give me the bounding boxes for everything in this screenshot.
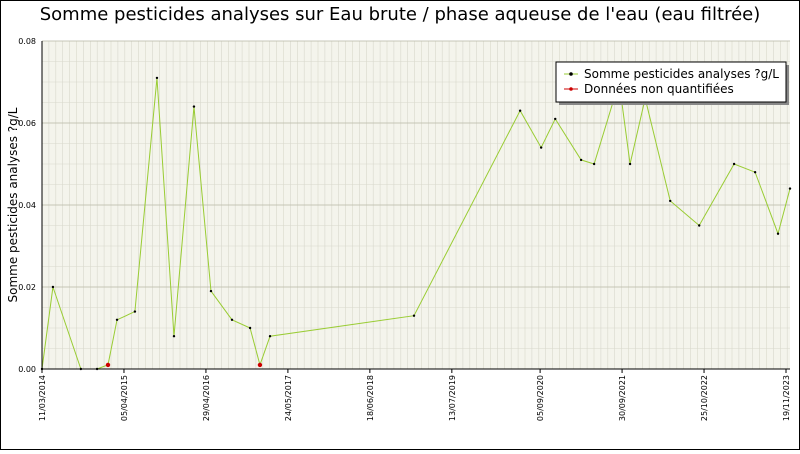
series-line bbox=[41, 77, 791, 370]
data-point bbox=[230, 318, 234, 321]
plot-background bbox=[41, 40, 790, 370]
x-tick-label: 19/11/2023 bbox=[782, 375, 791, 421]
x-tick-label: 05/04/2015 bbox=[120, 375, 129, 421]
chart-title: Somme pesticides analyses sur Eau brute … bbox=[40, 4, 761, 25]
y-tick-label: 0.04 bbox=[18, 201, 36, 210]
data-point bbox=[105, 362, 111, 368]
data-point bbox=[776, 232, 780, 235]
data-point bbox=[518, 109, 522, 112]
legend bbox=[555, 61, 787, 103]
data-point bbox=[732, 162, 736, 166]
data-point bbox=[248, 326, 252, 330]
x-tick-label: 13/07/2019 bbox=[448, 375, 457, 421]
x-tick-label: 18/06/2018 bbox=[366, 375, 375, 421]
legend-label: Somme pesticides analyses ?g/L bbox=[584, 67, 779, 81]
data-point bbox=[172, 335, 176, 338]
data-point bbox=[209, 289, 213, 293]
data-point bbox=[133, 310, 137, 313]
data-point bbox=[192, 105, 196, 108]
x-tick-label: 30/09/2021 bbox=[618, 375, 627, 421]
y-axis-label: Somme pesticides analyses ?g/L bbox=[6, 107, 20, 302]
legend-marker bbox=[569, 72, 573, 76]
data-point bbox=[753, 171, 757, 174]
y-tick-label: 0.08 bbox=[18, 37, 36, 46]
data-point bbox=[669, 199, 672, 203]
data-point bbox=[628, 162, 632, 166]
legend-label: Données non quantifiées bbox=[584, 82, 734, 96]
y-tick-label: 0.02 bbox=[18, 283, 36, 292]
x-tick-label: 25/10/2022 bbox=[700, 375, 709, 421]
x-tick-label: 05/09/2020 bbox=[536, 375, 545, 421]
data-point bbox=[412, 314, 416, 317]
y-tick-label: 0.06 bbox=[18, 119, 36, 128]
x-tick-label: 24/05/2017 bbox=[284, 375, 293, 421]
legend-marker bbox=[569, 87, 573, 91]
data-point bbox=[268, 335, 272, 338]
x-tick-label: 11/03/2014 bbox=[38, 375, 47, 421]
data-point bbox=[51, 285, 55, 289]
data-point bbox=[539, 146, 543, 149]
data-point bbox=[554, 117, 557, 121]
data-point bbox=[579, 158, 583, 162]
data-point bbox=[788, 187, 792, 190]
data-point bbox=[698, 224, 701, 227]
data-point bbox=[257, 362, 263, 368]
data-point bbox=[155, 76, 159, 80]
data-point bbox=[592, 162, 596, 166]
x-tick-label: 29/04/2016 bbox=[202, 375, 211, 421]
data-point bbox=[115, 318, 119, 321]
y-tick-label: 0.00 bbox=[18, 365, 36, 374]
